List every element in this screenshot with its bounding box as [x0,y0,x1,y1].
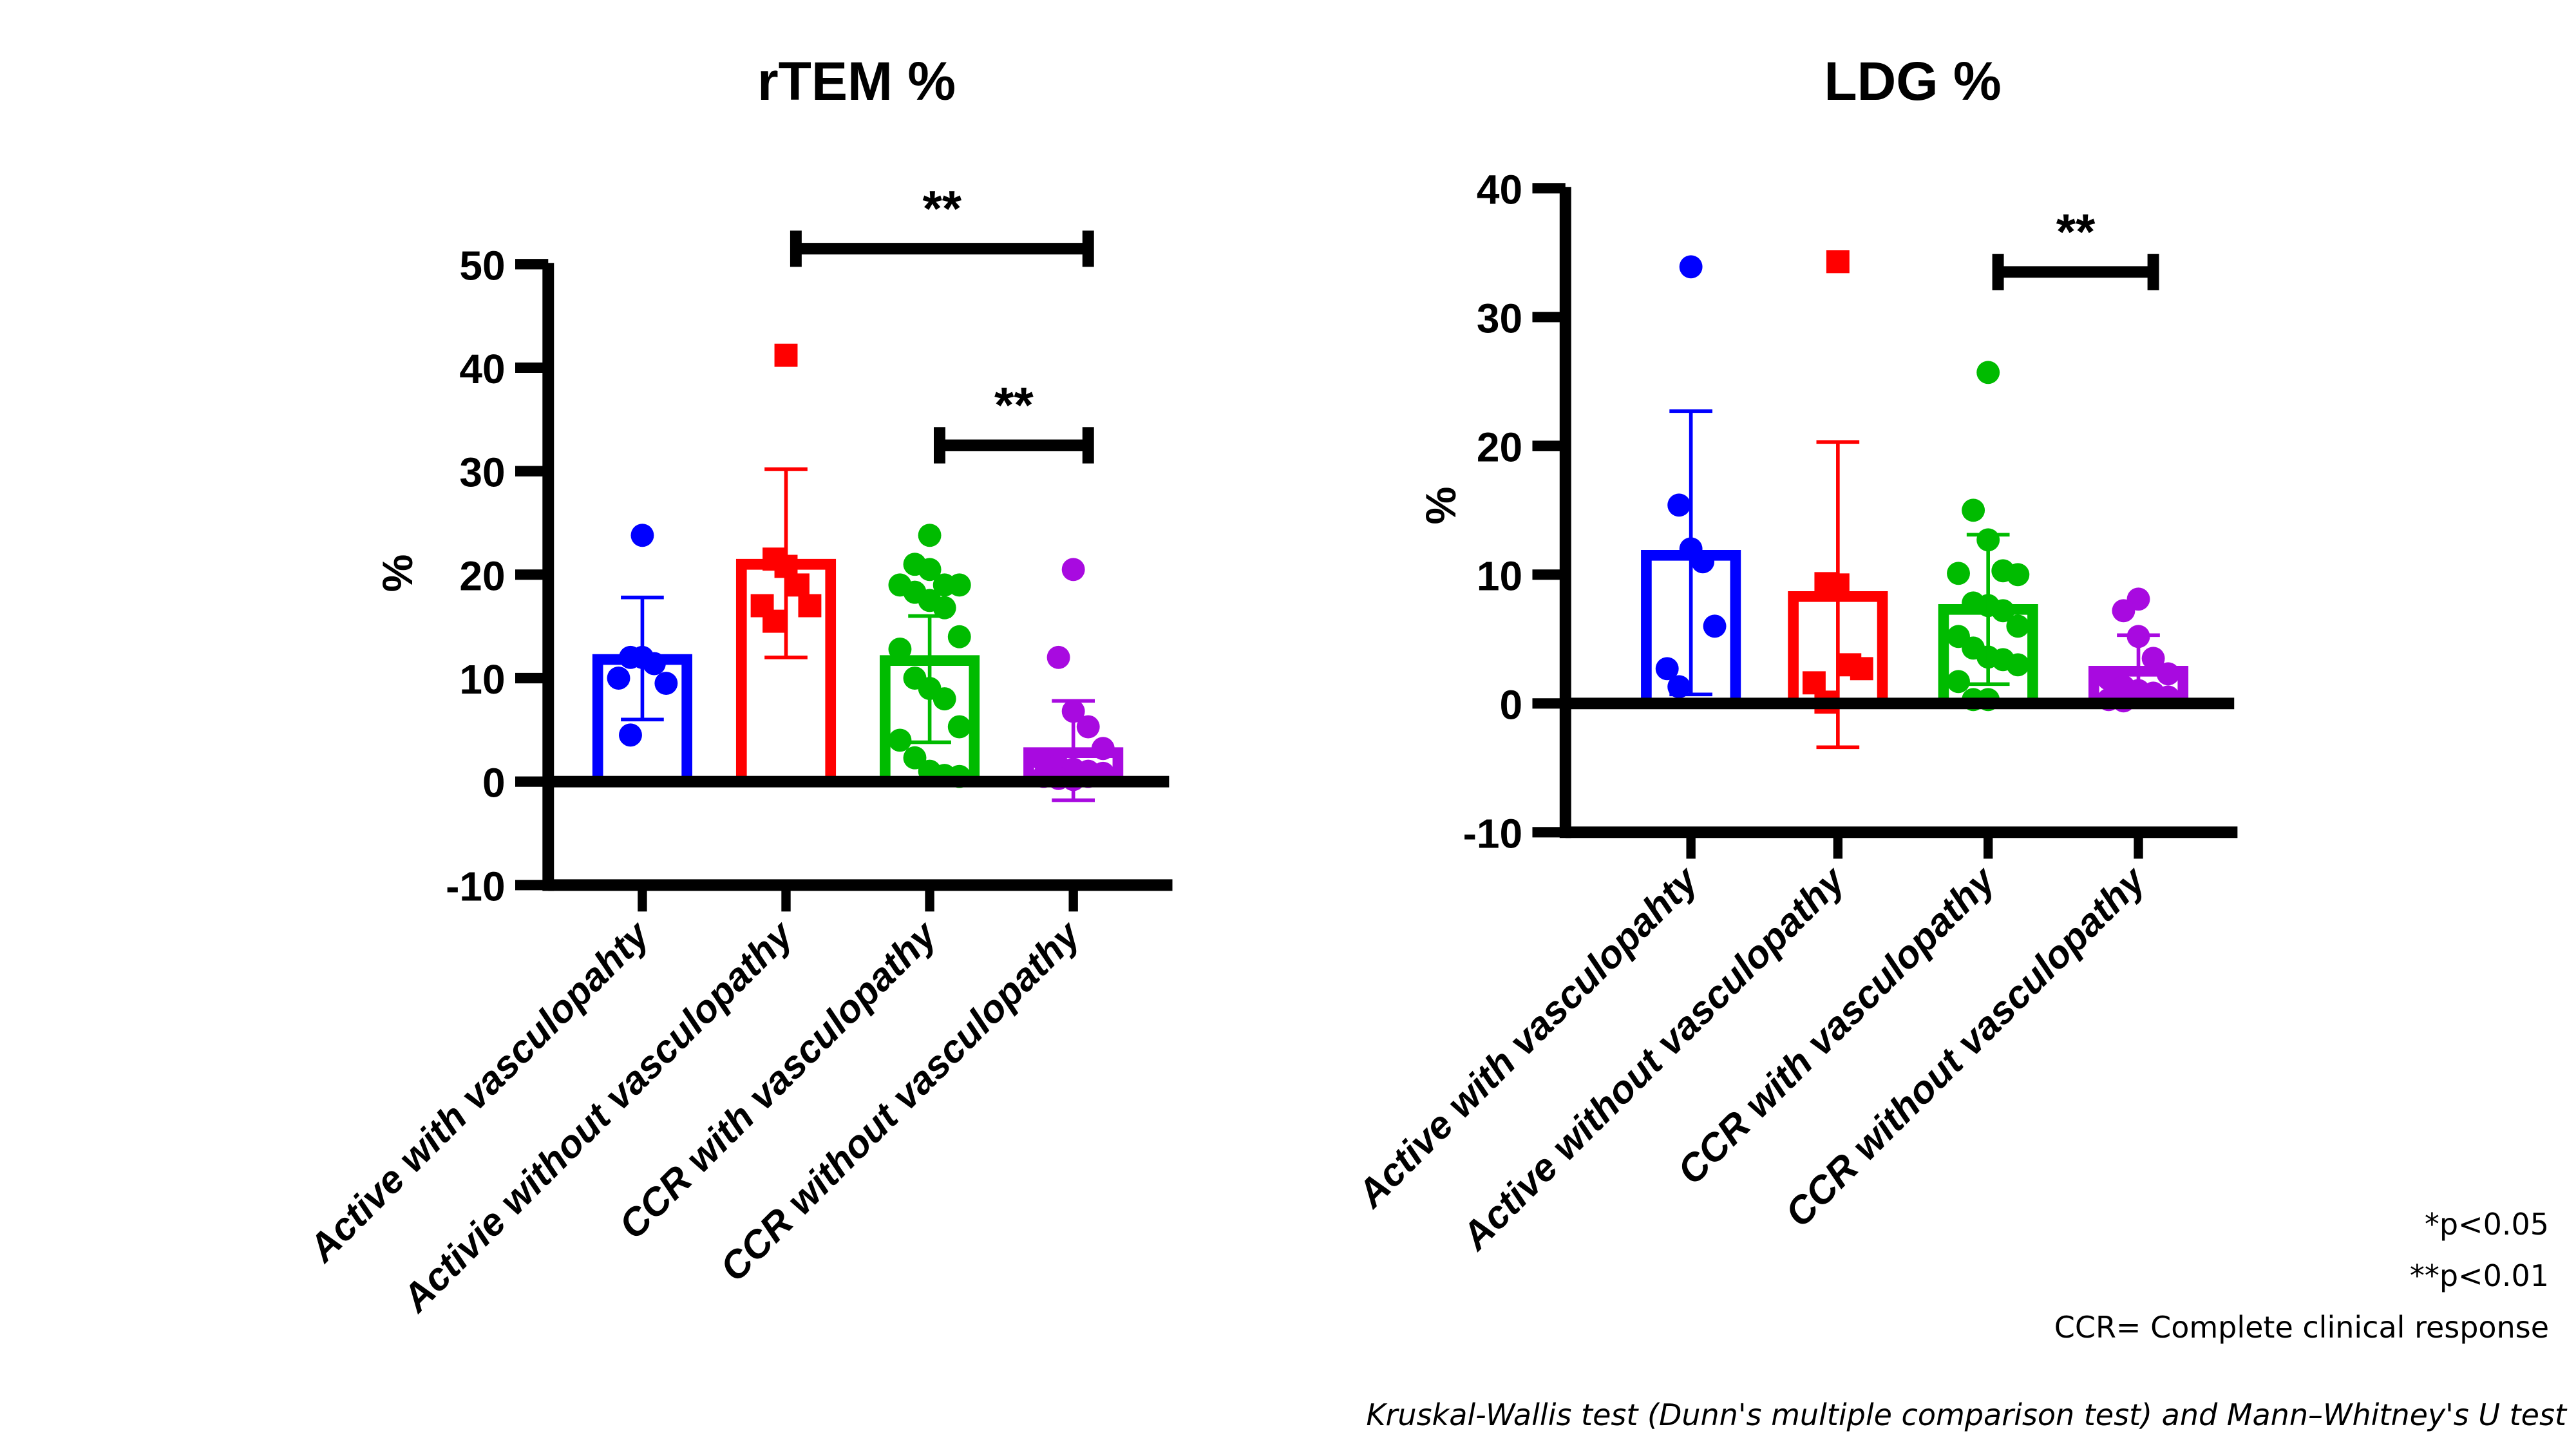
data-point [1691,550,1715,574]
y-tick-label: 20 [1477,424,1522,470]
footnote-tests: Kruskal-Wallis test (Dunn's multiple com… [1366,1397,2568,1432]
footnote-p05: *p<0.05 [2425,1207,2549,1242]
y-tick-label: 40 [459,346,505,392]
significance-label: ** [922,180,961,236]
significance-bracket: ** [1992,203,2159,290]
data-point [2156,662,2180,686]
data-point [1667,493,1691,517]
y-tick-label: 50 [459,242,505,289]
series-group [735,343,837,782]
x-category-label: CCR with vasculopathy [1669,857,2005,1193]
y-tick-label: 30 [459,450,505,496]
y-tick-label: 20 [459,553,505,599]
y-tick-label: 0 [1500,681,1523,728]
series-group [592,524,693,782]
data-point [642,652,666,676]
data-point [1703,614,1727,638]
data-point [1947,670,1970,694]
series-group [880,524,980,788]
data-point [947,625,971,649]
chart-title: LDG % [1824,51,2001,111]
data-point [1976,361,2000,384]
chart-title: rTEM % [757,51,956,111]
series-group [1641,255,1741,704]
data-point [888,728,912,752]
data-point [2006,563,2030,587]
data-point [654,672,678,695]
y-tick-label: 40 [1477,166,1522,213]
data-point [607,667,630,690]
y-tick-label: 0 [482,760,506,806]
series-group [1023,558,1124,802]
data-point [933,687,956,711]
data-point [1802,671,1826,695]
data-point [2006,614,2030,638]
data-point [1061,558,1085,582]
data-point [1947,562,1970,585]
data-point [762,609,786,633]
data-point [1962,498,1985,522]
data-point [1076,715,1100,739]
data-point [1091,737,1115,761]
data-point [1679,255,1703,279]
data-point [798,594,822,618]
data-point [888,638,912,661]
data-point [630,524,654,547]
data-point [2112,599,2136,623]
y-tick-label: -10 [446,863,506,909]
series-group [1938,361,2038,712]
data-point [774,343,798,367]
data-point [1826,250,1850,274]
data-point [947,573,971,597]
y-axis-label: % [374,554,421,592]
footnote-p01: **p<0.01 [2410,1258,2549,1293]
series-group [2088,587,2189,713]
data-point [1991,599,2015,623]
significance-label: ** [2056,203,2096,260]
significance-bracket: ** [790,180,1094,267]
data-point [2141,647,2165,670]
data-point [1667,675,1691,699]
y-tick-label: 30 [1477,295,1522,341]
y-tick-label: 10 [1477,553,1522,599]
data-point [1046,645,1070,669]
data-point [918,524,942,547]
data-point [947,715,971,739]
series-group [1788,250,1888,750]
data-point [2006,653,2030,677]
significance-label: ** [994,377,1034,433]
footnotes: *p<0.05 **p<0.01 CCR= Complete clinical … [1366,1207,2568,1432]
footnote-ccr: CCR= Complete clinical response [2054,1310,2549,1345]
y-axis-label: % [1417,487,1464,525]
data-point [903,746,927,770]
y-tick-label: -10 [1463,810,1523,857]
data-point [786,573,810,597]
data-point [1655,657,1679,681]
y-tick-label: 10 [459,656,505,703]
data-point [619,723,642,747]
data-point [918,558,942,582]
data-point [933,596,956,620]
data-point [1850,657,1873,681]
significance-bracket: ** [933,377,1094,464]
